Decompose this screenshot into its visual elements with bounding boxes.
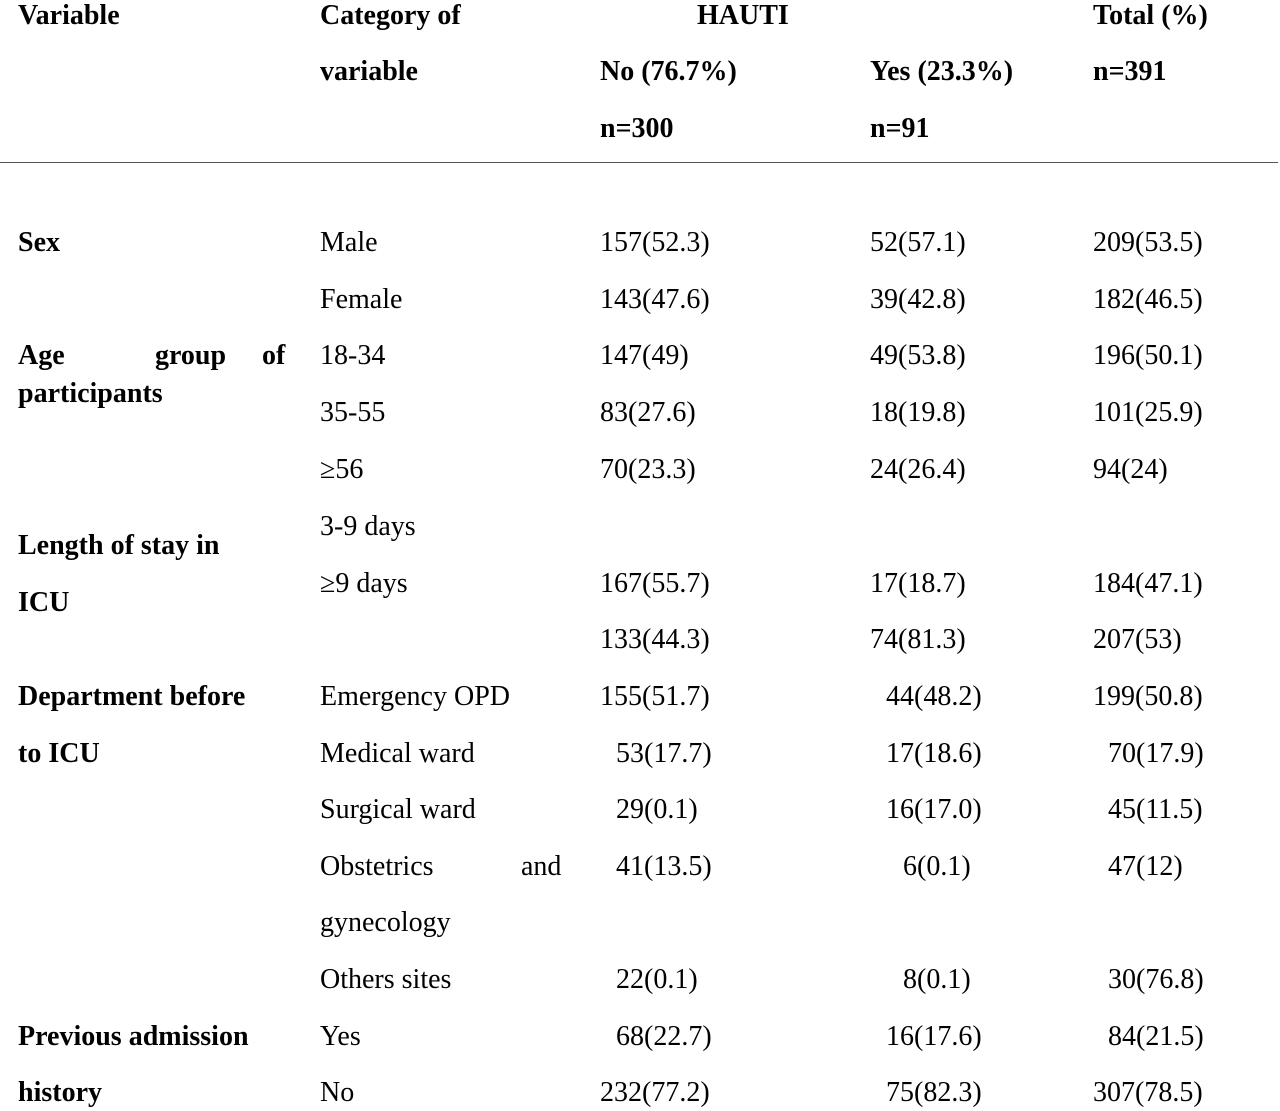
total-cell: 84(21.5) (1108, 1021, 1204, 1052)
total-cell: 101(25.9) (1093, 397, 1203, 428)
category-cell-word: and (521, 851, 562, 882)
variable-previous-line1: Previous admission (18, 1021, 249, 1052)
category-cell-line2: gynecology (320, 907, 451, 938)
total-cell: 184(47.1) (1093, 568, 1203, 599)
yes-cell: 17(18.6) (886, 738, 982, 769)
header-category-line2: variable (320, 56, 418, 87)
variable-previous-line2: history (18, 1077, 102, 1108)
category-cell: Medical ward (320, 738, 475, 769)
no-cell: 232(77.2) (600, 1077, 710, 1108)
total-cell: 94(24) (1093, 454, 1168, 485)
header-no-line1: No (76.7%) (600, 56, 737, 87)
no-cell: 41(13.5) (616, 851, 712, 882)
no-cell: 83(27.6) (600, 397, 696, 428)
yes-cell: 49(53.8) (870, 340, 966, 371)
variable-age-line2: participants (18, 378, 163, 409)
no-cell: 147(49) (600, 340, 689, 371)
category-cell: 3-9 days (320, 511, 416, 542)
no-cell: 143(47.6) (600, 284, 710, 315)
header-variable: Variable (18, 0, 120, 31)
no-cell: 155(51.7) (600, 681, 710, 712)
header-total-line1: Total (%) (1093, 0, 1208, 31)
no-cell: 70(23.3) (600, 454, 696, 485)
yes-cell: 39(42.8) (870, 284, 966, 315)
yes-cell: 24(26.4) (870, 454, 966, 485)
category-cell: ≥9 days (320, 568, 408, 599)
total-cell: 196(50.1) (1093, 340, 1203, 371)
category-cell: 18-34 (320, 340, 386, 371)
yes-cell: 8(0.1) (903, 964, 971, 995)
category-cell: Surgical ward (320, 794, 476, 825)
total-cell: 70(17.9) (1108, 738, 1204, 769)
category-cell: Female (320, 284, 403, 315)
yes-cell: 18(19.8) (870, 397, 966, 428)
total-cell: 45(11.5) (1108, 794, 1203, 825)
category-cell: Others sites (320, 964, 452, 995)
category-cell: No (320, 1077, 355, 1108)
variable-stay-line2: ICU (18, 587, 70, 618)
header-no-line2: n=300 (600, 113, 674, 144)
header-divider (0, 162, 1278, 163)
header-group-hauti: HAUTI (697, 0, 789, 31)
yes-cell: 52(57.1) (870, 227, 966, 258)
total-cell: 207(53) (1093, 624, 1182, 655)
category-cell-word: Obstetrics (320, 851, 434, 882)
variable-stay-line1: Length of stay in (18, 530, 220, 561)
variable-age-word: of (262, 340, 286, 371)
total-cell: 209(53.5) (1093, 227, 1203, 258)
yes-cell: 17(18.7) (870, 568, 966, 599)
total-cell: 30(76.8) (1108, 964, 1204, 995)
no-cell: 133(44.3) (600, 624, 710, 655)
header-yes-line1: Yes (23.3%) (870, 56, 1014, 87)
variable-sex: Sex (18, 227, 60, 258)
total-cell: 307(78.5) (1093, 1077, 1203, 1108)
category-cell: 35-55 (320, 397, 386, 428)
total-cell: 182(46.5) (1093, 284, 1203, 315)
no-cell: 157(52.3) (600, 227, 710, 258)
yes-cell: 16(17.6) (886, 1021, 982, 1052)
category-cell: ≥56 (320, 454, 364, 485)
no-cell: 68(22.7) (616, 1021, 712, 1052)
yes-cell: 74(81.3) (870, 624, 966, 655)
category-cell: Yes (320, 1021, 361, 1052)
yes-cell: 44(48.2) (886, 681, 982, 712)
header-yes-line2: n=91 (870, 113, 930, 144)
no-cell: 22(0.1) (616, 964, 698, 995)
category-cell: Emergency OPD (320, 681, 510, 712)
no-cell: 29(0.1) (616, 794, 698, 825)
no-cell: 167(55.7) (600, 568, 710, 599)
category-cell: Male (320, 227, 378, 258)
variable-department-line2: to ICU (18, 738, 100, 769)
yes-cell: 16(17.0) (886, 794, 982, 825)
total-cell: 199(50.8) (1093, 681, 1203, 712)
variable-age-word: group (155, 340, 227, 371)
header-total-line2: n=391 (1093, 56, 1167, 87)
variable-department-line1: Department before (18, 681, 246, 712)
header-category-line1: Category of (320, 0, 461, 31)
total-cell: 47(12) (1108, 851, 1183, 882)
no-cell: 53(17.7) (616, 738, 712, 769)
yes-cell: 75(82.3) (886, 1077, 982, 1108)
yes-cell: 6(0.1) (903, 851, 971, 882)
variable-age-word: Age (18, 340, 65, 371)
